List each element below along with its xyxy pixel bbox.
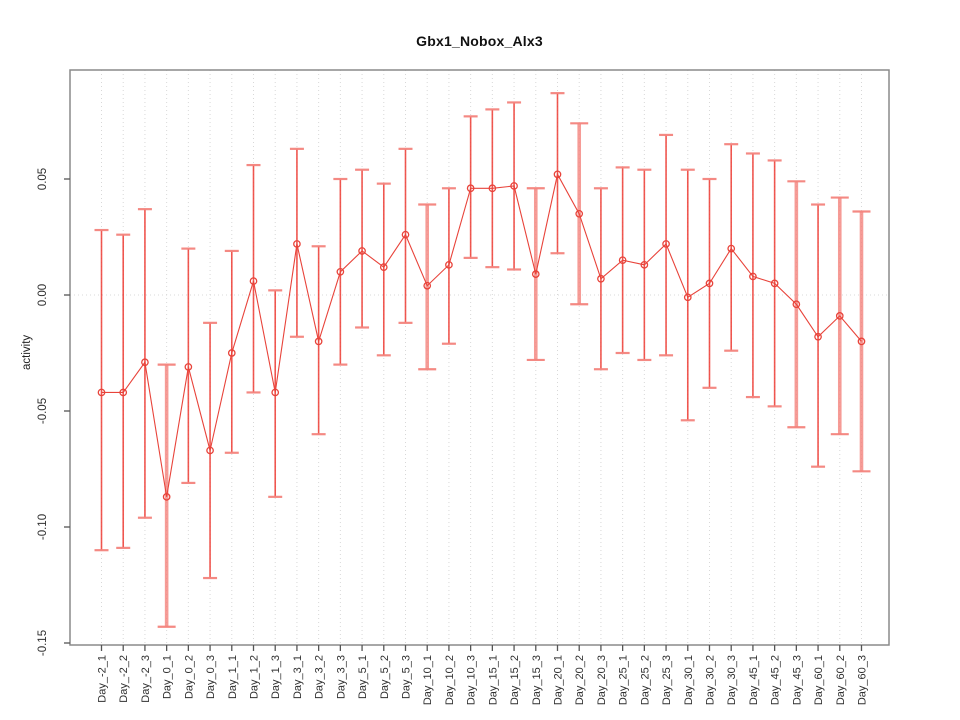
data-point xyxy=(97,388,106,397)
x-tick-label: Day_30_2 xyxy=(704,655,716,705)
x-tick-label: Day_3_1 xyxy=(292,655,304,699)
data-point xyxy=(184,363,193,371)
data-point xyxy=(553,170,562,179)
x-tick-label: Day_20_1 xyxy=(552,655,564,705)
x-tick-label: Day_5_3 xyxy=(400,655,412,699)
data-point xyxy=(618,256,627,265)
data-point xyxy=(749,272,757,281)
data-point xyxy=(683,293,692,302)
data-point xyxy=(249,277,258,285)
x-tick-label: Day_3_2 xyxy=(314,655,326,699)
data-point xyxy=(814,332,822,341)
x-tick-label: Day_60_1 xyxy=(813,655,825,705)
x-tick-label: Day_25_3 xyxy=(661,655,673,705)
x-tick-label: Day_-2_3 xyxy=(140,655,152,703)
data-point xyxy=(227,349,236,357)
x-tick-label: Day_45_1 xyxy=(748,655,760,705)
chart-title: Gbx1_Nobox_Alx3 xyxy=(416,33,543,49)
data-point xyxy=(531,270,540,278)
data-point xyxy=(206,446,214,455)
y-tick-label: 0.00 xyxy=(37,284,49,306)
data-point xyxy=(314,337,323,346)
x-tick-label: Day_3_3 xyxy=(335,655,347,699)
data-point xyxy=(162,492,171,501)
data-point xyxy=(792,300,801,309)
data-point xyxy=(662,240,670,248)
x-tick-label: Day_20_2 xyxy=(574,655,586,705)
data-point xyxy=(336,267,345,276)
x-tick-label: Day_1_3 xyxy=(270,655,282,699)
data-point xyxy=(835,312,844,320)
x-tick-label: Day_30_1 xyxy=(683,655,695,705)
x-tick-label: Day_10_3 xyxy=(466,655,478,705)
x-tick-label: Day_0_1 xyxy=(162,655,174,699)
data-point xyxy=(575,209,584,218)
y-tick-label: -0.10 xyxy=(37,514,49,540)
x-tick-label: Day_20_3 xyxy=(596,655,608,705)
y-tick-label: -0.05 xyxy=(37,398,49,424)
x-tick-label: Day_15_2 xyxy=(509,655,521,705)
data-point xyxy=(727,244,736,253)
plot-box xyxy=(69,69,890,646)
data-point xyxy=(770,279,779,288)
x-tick-label: Day_45_2 xyxy=(770,655,782,705)
x-tick-label: Day_25_1 xyxy=(618,655,630,705)
data-point xyxy=(271,388,280,397)
x-tick-label: Day_1_1 xyxy=(227,655,239,699)
x-tick-label: Day_-2_1 xyxy=(97,655,109,703)
data-point xyxy=(358,247,366,255)
data-point xyxy=(423,281,432,290)
data-point xyxy=(705,279,714,288)
x-tick-label: Day_30_3 xyxy=(726,655,738,705)
x-tick-label: Day_10_2 xyxy=(444,655,456,705)
data-point xyxy=(510,182,518,190)
data-point xyxy=(445,260,453,269)
x-tick-label: Day_15_3 xyxy=(531,655,543,705)
x-tick-label: Day_1_2 xyxy=(248,655,260,699)
data-point xyxy=(141,358,149,367)
data-point xyxy=(401,230,410,239)
series-line xyxy=(101,172,862,497)
x-tick-label: Day_25_2 xyxy=(639,655,651,705)
data-point xyxy=(640,260,649,269)
y-tick-label: 0.05 xyxy=(37,168,49,190)
x-tick-label: Day_60_3 xyxy=(856,655,868,705)
x-tick-label: Day_45_3 xyxy=(791,655,803,705)
x-tick-label: Day_0_3 xyxy=(205,655,217,699)
y-tick-label: -0.15 xyxy=(37,630,49,656)
x-tick-label: Day_5_2 xyxy=(379,655,391,699)
data-point xyxy=(466,184,475,193)
data-point xyxy=(597,274,605,283)
data-point xyxy=(379,263,388,272)
x-tick-label: Day_-2_2 xyxy=(118,655,130,703)
x-tick-label: Day_15_1 xyxy=(487,655,499,705)
data-point xyxy=(293,240,301,248)
data-point xyxy=(857,337,866,346)
x-tick-label: Day_0_2 xyxy=(183,655,195,699)
x-tick-label: Day_60_2 xyxy=(835,655,847,705)
data-point xyxy=(488,184,497,193)
data-point xyxy=(119,388,128,397)
x-tick-label: Day_10_1 xyxy=(422,655,434,705)
x-tick-label: Day_5_1 xyxy=(357,655,369,699)
